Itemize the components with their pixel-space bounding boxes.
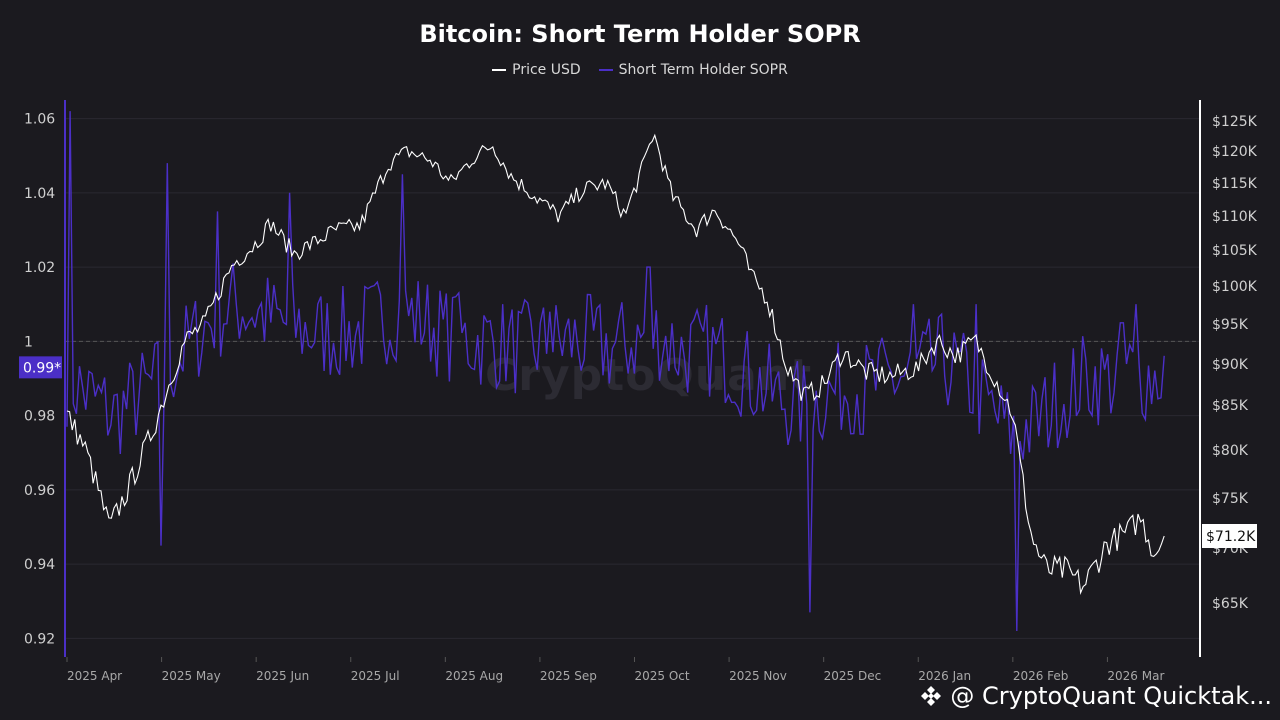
x-tick-label: 2025 May [162,669,221,683]
x-tick-label: 2025 Jun [256,669,309,683]
x-tick-label: 2025 Nov [729,669,787,683]
right-tick-label: $90K [1212,357,1249,373]
x-tick-label: 2026 Jan [918,669,971,683]
x-tick-label: 2025 Dec [824,669,882,683]
chart-title: Bitcoin: Short Term Holder SOPR [419,20,861,48]
x-tick-label: 2025 Sep [540,669,597,683]
left-tick-label: 0.96 [24,483,55,499]
x-tick-label: 2026 Mar [1107,669,1164,683]
left-tick-label: 1 [24,334,33,350]
legend-item-sopr[interactable]: Short Term Holder SOPR [598,62,788,78]
left-tick-label: 0.94 [24,557,55,573]
chart-legend: Price USD Short Term Holder SOPR [0,62,1280,78]
legend-swatch-sopr [598,69,613,71]
price-current-label: $71.2K [1206,529,1256,545]
x-tick-label: 2025 Oct [635,669,690,683]
right-tick-label: $85K [1212,398,1249,414]
right-tick-label: $95K [1212,317,1249,333]
legend-swatch-price [492,69,507,71]
price-current-badge [1202,524,1257,548]
watermark: CryptoQuant [485,350,813,401]
right-tick-label: $75K [1212,491,1249,507]
left-tick-label: 1.04 [24,186,55,202]
right-tick-label: $80K [1212,443,1249,459]
right-tick-label: $105K [1212,243,1258,259]
x-tick-label: 2025 Jul [351,669,400,683]
legend-label-sopr: Short Term Holder SOPR [618,62,788,78]
footer-brand[interactable]: @ CryptoQuant Quicktak... [920,682,1272,710]
legend-item-price[interactable]: Price USD [492,62,581,78]
left-tick-label: 0.98 [24,409,55,425]
sopr-current-badge [19,356,62,379]
x-tick-label: 2025 Apr [67,669,122,683]
right-tick-label: $115K [1212,176,1258,192]
x-tick-label: 2025 Aug [445,669,503,683]
legend-label-price: Price USD [512,62,581,78]
binance-icon [921,686,942,706]
right-tick-label: $65K [1212,596,1249,612]
price-series-line [66,133,1165,595]
left-tick-label: 1.06 [24,112,55,128]
right-tick-label: $110K [1212,209,1258,225]
left-tick-label: 1.02 [24,260,55,276]
right-tick-label: $120K [1212,144,1258,160]
sopr-current-label: 0.99* [23,360,61,376]
footer-brand-text: @ CryptoQuant Quicktak... [950,682,1272,710]
left-tick-label: 0.92 [24,631,55,647]
right-tick-label: $125K [1212,114,1258,130]
x-tick-label: 2026 Feb [1013,669,1069,683]
sopr-series-line [66,111,1165,632]
right-tick-label: $100K [1212,279,1258,295]
